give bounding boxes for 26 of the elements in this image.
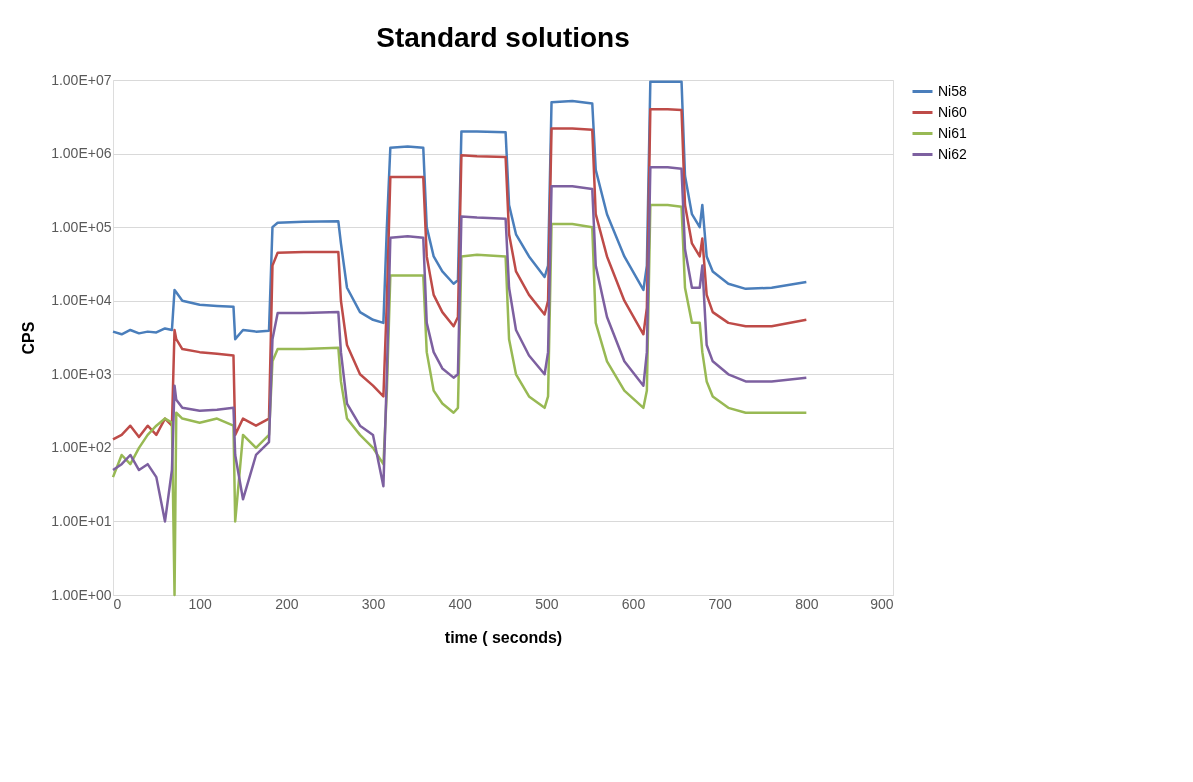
legend-label: Ni60 — [938, 103, 968, 120]
x-tick-label: 300 — [361, 595, 386, 612]
x-tick-label: 0 — [113, 595, 122, 612]
y-tick-label: 1.00E+04 — [51, 292, 112, 309]
y-tick-label: 1.00E+01 — [51, 512, 112, 529]
x-tick-label: 100 — [188, 595, 213, 612]
y-tick-label: 1.00E+00 — [51, 586, 112, 603]
legend-label: Ni62 — [938, 145, 968, 162]
y-tick-label: 1.00E+06 — [51, 145, 112, 162]
y-tick-label: 1.00E+02 — [51, 439, 112, 456]
x-tick-label: 500 — [535, 595, 559, 612]
x-tick-label: 200 — [275, 595, 299, 612]
x-tick-label: 800 — [795, 595, 819, 612]
x-tick-label: 600 — [621, 595, 646, 612]
x-axis-title: time ( seconds) — [444, 628, 563, 646]
y-tick-label: 1.00E+05 — [51, 218, 112, 235]
x-tick-label: 900 — [870, 595, 894, 612]
y-tick-label: 1.00E+07 — [51, 71, 112, 88]
x-tick-label: 700 — [708, 595, 733, 612]
x-tick-label: 400 — [448, 595, 473, 612]
y-axis-title: CPS — [20, 321, 38, 355]
y-tick-label: 1.00E+03 — [51, 365, 112, 382]
line-series — [111, 166, 808, 523]
chart-title: Standard solutions — [376, 22, 630, 53]
legend-label: Ni61 — [938, 124, 968, 141]
legend-label: Ni58 — [938, 82, 968, 99]
